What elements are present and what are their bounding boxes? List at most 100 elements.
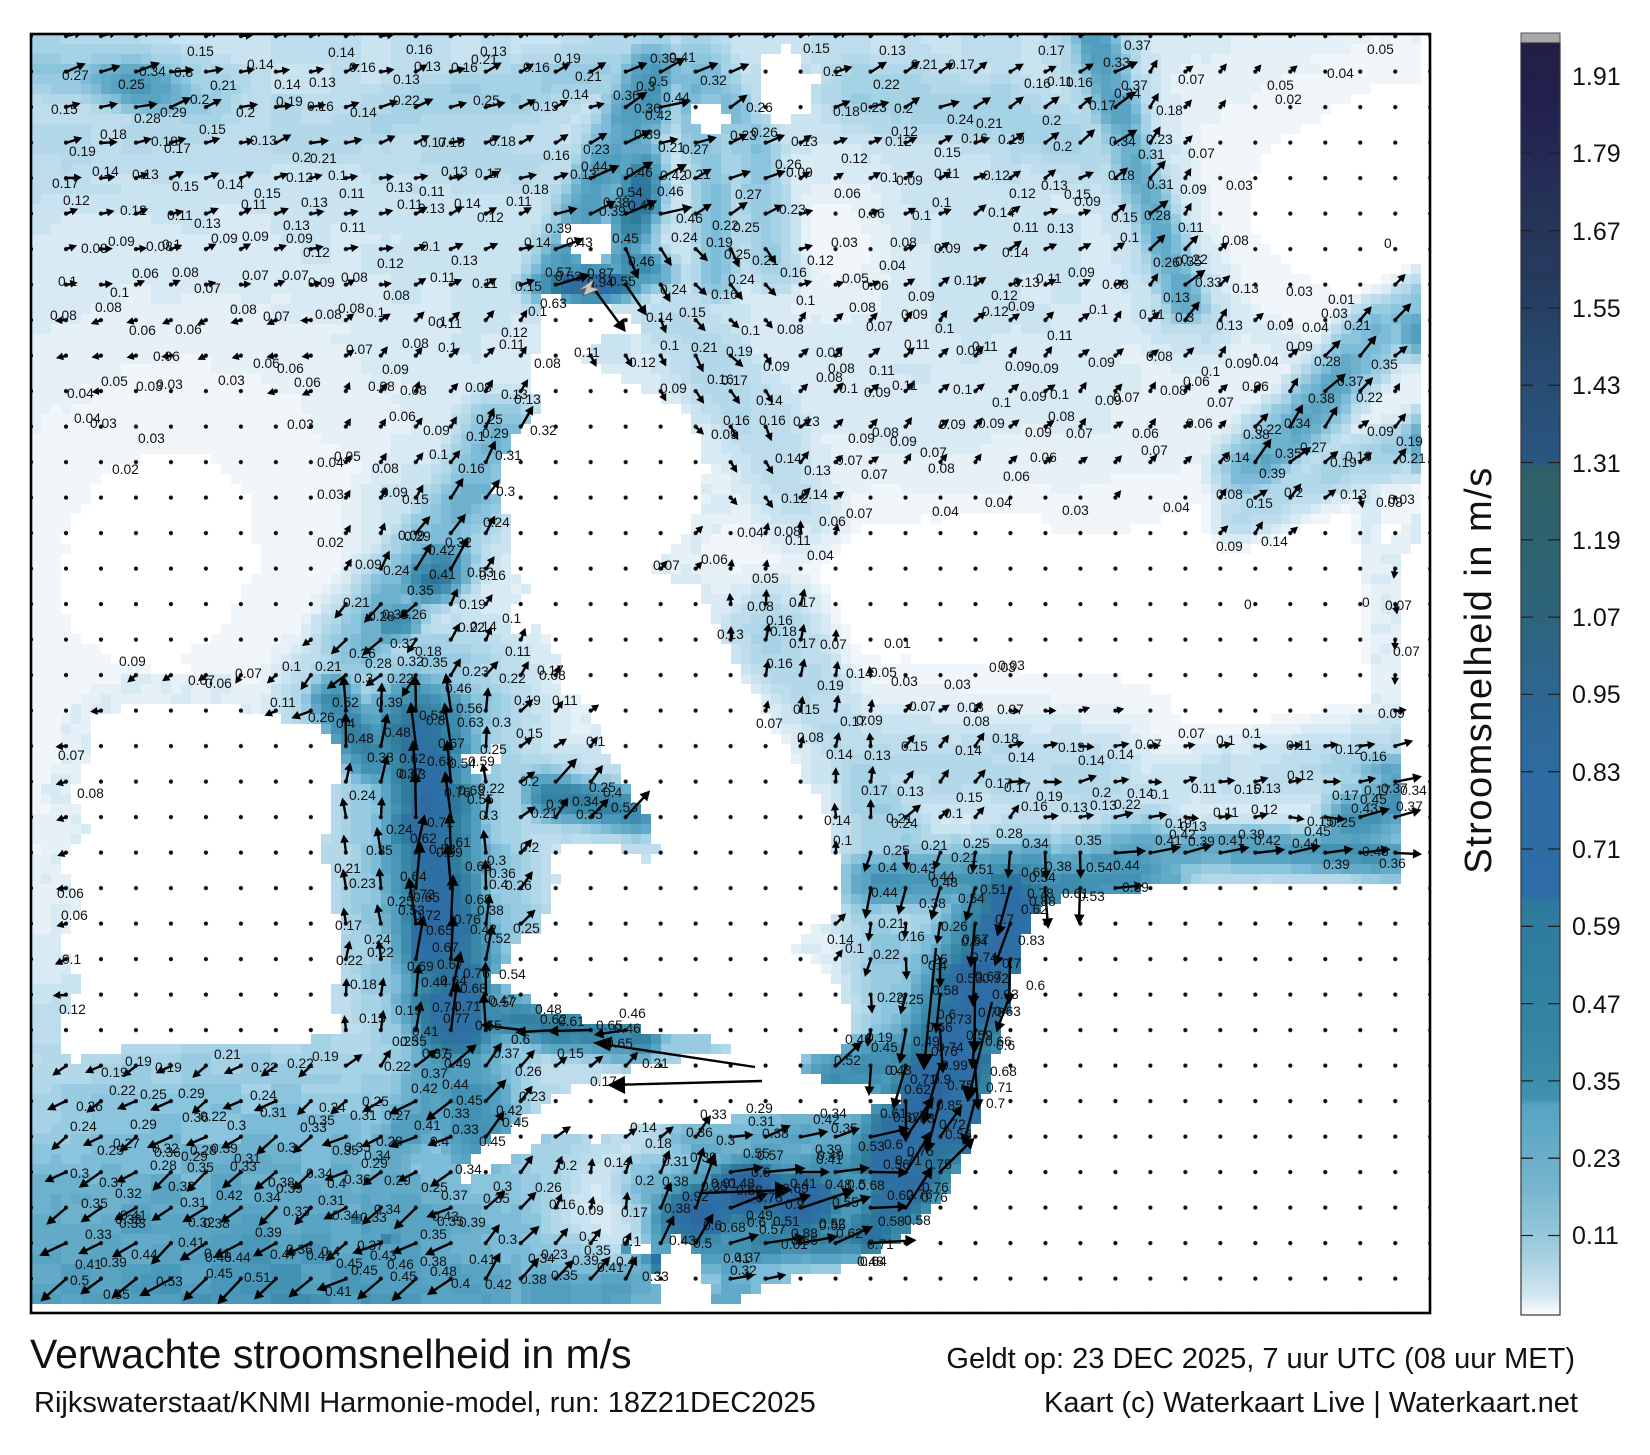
svg-text:0.55: 0.55 xyxy=(467,792,494,807)
svg-text:0.12: 0.12 xyxy=(991,288,1018,303)
svg-text:0.65: 0.65 xyxy=(465,859,492,874)
svg-text:0.17: 0.17 xyxy=(1332,788,1359,803)
svg-text:0.25: 0.25 xyxy=(883,843,910,858)
svg-text:0.11: 0.11 xyxy=(1139,307,1165,322)
svg-text:0.09: 0.09 xyxy=(711,427,738,442)
svg-text:0.03: 0.03 xyxy=(989,660,1016,675)
svg-text:0.56: 0.56 xyxy=(791,1233,818,1248)
svg-text:0.4: 0.4 xyxy=(321,1244,341,1259)
svg-text:0.07: 0.07 xyxy=(836,453,863,468)
svg-text:0.14: 0.14 xyxy=(1107,747,1134,762)
svg-text:0.13: 0.13 xyxy=(1090,798,1117,813)
svg-text:0.49: 0.49 xyxy=(913,1034,940,1049)
svg-text:0.37: 0.37 xyxy=(357,1238,384,1253)
svg-text:0.5: 0.5 xyxy=(70,1273,90,1288)
svg-text:0.07: 0.07 xyxy=(1393,644,1420,659)
svg-text:0.12: 0.12 xyxy=(629,355,656,370)
svg-text:0.21: 0.21 xyxy=(1399,451,1426,466)
svg-text:0.18: 0.18 xyxy=(1108,168,1135,183)
svg-text:0.13: 0.13 xyxy=(793,414,820,429)
svg-text:0.14: 0.14 xyxy=(562,87,589,102)
svg-text:0.25: 0.25 xyxy=(589,780,616,795)
svg-text:0.36: 0.36 xyxy=(344,1172,371,1187)
svg-text:0.19: 0.19 xyxy=(395,1003,422,1018)
svg-text:0.56: 0.56 xyxy=(456,701,483,716)
svg-text:0.2: 0.2 xyxy=(1092,785,1111,800)
svg-text:0.25: 0.25 xyxy=(1329,815,1356,830)
svg-text:0.22: 0.22 xyxy=(387,671,414,686)
svg-text:0.17: 0.17 xyxy=(1089,98,1116,113)
svg-text:0.09: 0.09 xyxy=(1286,339,1313,354)
svg-text:0.55: 0.55 xyxy=(832,1195,859,1210)
svg-text:0.09: 0.09 xyxy=(81,241,108,256)
svg-text:0.54: 0.54 xyxy=(1029,870,1056,885)
svg-text:0.13: 0.13 xyxy=(717,627,744,642)
svg-text:0.08: 0.08 xyxy=(774,524,801,539)
svg-text:0.06: 0.06 xyxy=(277,361,304,376)
svg-text:0.07: 0.07 xyxy=(263,309,290,324)
svg-text:0.48: 0.48 xyxy=(430,1264,457,1279)
svg-text:0.06: 0.06 xyxy=(701,552,728,567)
svg-text:0.08: 0.08 xyxy=(383,288,410,303)
svg-text:0.21: 0.21 xyxy=(951,850,978,865)
svg-text:0.06: 0.06 xyxy=(129,323,156,338)
svg-text:0.59: 0.59 xyxy=(966,1028,993,1043)
svg-text:0.24: 0.24 xyxy=(728,272,755,287)
svg-text:0.61: 0.61 xyxy=(781,1237,808,1252)
svg-text:0.17: 0.17 xyxy=(590,1074,617,1089)
svg-text:0.1: 0.1 xyxy=(845,941,864,956)
svg-text:0.44: 0.44 xyxy=(871,885,898,900)
svg-text:0.25: 0.25 xyxy=(473,93,500,108)
svg-text:0.15: 0.15 xyxy=(793,702,820,717)
svg-text:0.35: 0.35 xyxy=(831,1121,858,1136)
svg-text:0.39: 0.39 xyxy=(650,51,677,66)
svg-text:0.09: 0.09 xyxy=(1216,539,1243,554)
svg-text:0.33: 0.33 xyxy=(300,1120,327,1135)
svg-text:0.16: 0.16 xyxy=(766,656,793,671)
svg-text:0.13: 0.13 xyxy=(897,784,924,799)
svg-text:0.05: 0.05 xyxy=(1367,42,1394,57)
svg-text:0.16: 0.16 xyxy=(543,148,570,163)
svg-text:0.1: 0.1 xyxy=(366,305,385,320)
svg-text:0.34: 0.34 xyxy=(332,1208,359,1223)
svg-text:0.25: 0.25 xyxy=(733,220,760,235)
svg-text:0.39: 0.39 xyxy=(459,1215,486,1230)
svg-text:0.17: 0.17 xyxy=(621,1205,648,1220)
svg-text:0.37: 0.37 xyxy=(441,1188,468,1203)
svg-text:0.35: 0.35 xyxy=(584,1243,611,1258)
svg-text:0.78: 0.78 xyxy=(978,1005,1005,1020)
svg-text:0.08: 0.08 xyxy=(849,300,876,315)
svg-text:0.18: 0.18 xyxy=(833,104,860,119)
svg-text:0.11: 0.11 xyxy=(397,197,423,212)
svg-text:0.07: 0.07 xyxy=(1178,726,1205,741)
svg-text:0.35: 0.35 xyxy=(332,1143,359,1158)
svg-text:0.08: 0.08 xyxy=(338,301,365,316)
svg-text:0.45: 0.45 xyxy=(612,231,639,246)
svg-text:0.28: 0.28 xyxy=(996,826,1023,841)
svg-text:0.46: 0.46 xyxy=(387,1257,414,1272)
svg-text:0.29: 0.29 xyxy=(482,426,509,441)
svg-text:0.09: 0.09 xyxy=(1367,424,1394,439)
svg-text:0.24: 0.24 xyxy=(947,112,974,127)
svg-text:0.95: 0.95 xyxy=(1572,681,1621,709)
svg-text:0.26: 0.26 xyxy=(76,1099,103,1114)
svg-text:0.53: 0.53 xyxy=(555,269,582,284)
svg-text:0.38: 0.38 xyxy=(367,750,394,765)
svg-text:0.2: 0.2 xyxy=(1053,139,1072,154)
svg-text:0.41: 0.41 xyxy=(723,1251,750,1266)
svg-text:0.3: 0.3 xyxy=(716,1133,736,1148)
svg-text:0.36: 0.36 xyxy=(154,1145,181,1160)
svg-text:0.32: 0.32 xyxy=(115,1186,142,1201)
svg-text:0.17: 0.17 xyxy=(789,595,816,610)
svg-text:0.05: 0.05 xyxy=(101,374,128,389)
svg-text:0.08: 0.08 xyxy=(816,370,843,385)
svg-text:0.06: 0.06 xyxy=(1186,416,1213,431)
svg-text:0.22: 0.22 xyxy=(478,781,505,796)
svg-text:0.08: 0.08 xyxy=(1146,349,1173,364)
svg-text:0.31: 0.31 xyxy=(318,1193,345,1208)
svg-text:0.71: 0.71 xyxy=(986,1080,1013,1095)
svg-text:0.2: 0.2 xyxy=(1284,485,1303,500)
svg-text:0.39: 0.39 xyxy=(1323,857,1350,872)
svg-text:0.18: 0.18 xyxy=(100,127,127,142)
svg-text:0.35: 0.35 xyxy=(576,807,603,822)
